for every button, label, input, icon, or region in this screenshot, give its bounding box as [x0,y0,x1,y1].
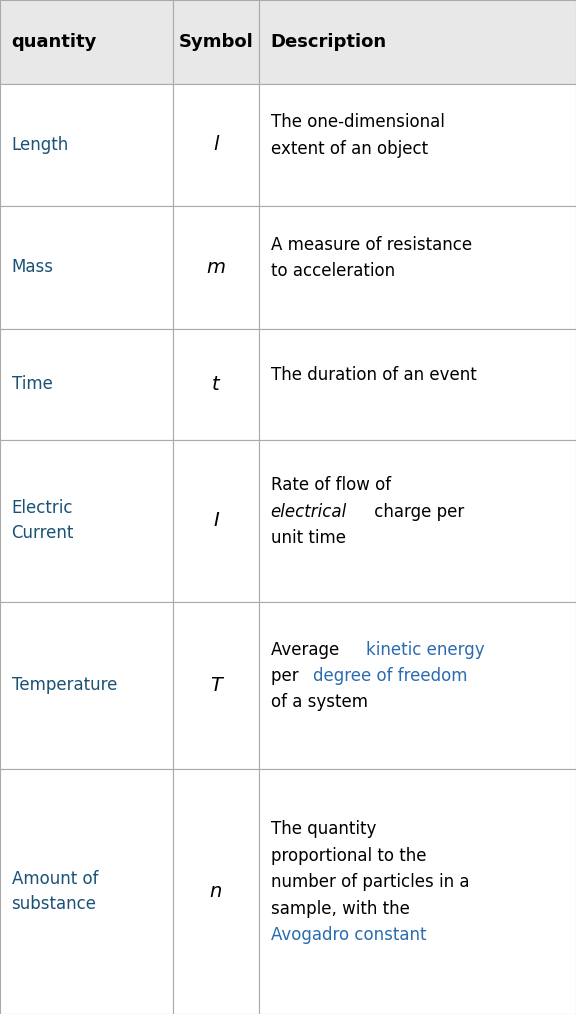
Text: Description: Description [271,32,387,51]
Text: per: per [271,667,304,685]
Bar [0,769,173,1014]
Text: t: t [212,375,220,393]
Bar [173,206,259,329]
Bar [259,83,576,206]
Text: kinetic energy: kinetic energy [366,641,484,659]
Bar [0,329,173,440]
Text: T: T [210,675,222,695]
Text: Symbol: Symbol [179,32,253,51]
Bar [173,329,259,440]
Bar [259,206,576,329]
Bar [173,601,259,769]
Bar [259,769,576,1014]
Text: Average: Average [271,641,344,659]
Text: I: I [213,511,219,530]
Text: Length: Length [12,136,69,154]
Text: n: n [210,882,222,900]
Bar [0,206,173,329]
Text: Amount of
substance: Amount of substance [12,870,98,913]
Text: to acceleration: to acceleration [271,263,395,281]
Bar [0,601,173,769]
Text: The one-dimensional: The one-dimensional [271,114,445,132]
Bar [259,329,576,440]
Text: Temperature: Temperature [12,676,117,695]
Text: Time: Time [12,375,52,393]
Bar [173,83,259,206]
Bar [0,0,173,83]
Text: A measure of resistance: A measure of resistance [271,236,472,255]
Bar [173,769,259,1014]
Text: sample, with the: sample, with the [271,899,410,918]
Text: of a system: of a system [271,694,367,712]
Text: proportional to the: proportional to the [271,847,426,865]
Bar [0,440,173,601]
Text: number of particles in a: number of particles in a [271,873,469,891]
Text: unit time: unit time [271,529,346,548]
Text: m: m [207,258,225,277]
Bar [173,0,259,83]
Text: The duration of an event: The duration of an event [271,366,476,384]
Bar [259,440,576,601]
Bar [0,83,173,206]
Bar [259,601,576,769]
Text: quantity: quantity [12,32,97,51]
Text: electrical: electrical [271,503,347,521]
Text: Avogadro constant: Avogadro constant [271,926,426,944]
Text: charge per: charge per [369,503,464,521]
Text: Rate of flow of: Rate of flow of [271,477,391,495]
Bar [259,0,576,83]
Text: extent of an object: extent of an object [271,140,428,158]
Text: l: l [213,135,219,154]
Bar [173,440,259,601]
Text: degree of freedom: degree of freedom [313,667,468,685]
Text: Electric
Current: Electric Current [12,500,74,542]
Text: Mass: Mass [12,259,54,277]
Text: The quantity: The quantity [271,820,376,839]
